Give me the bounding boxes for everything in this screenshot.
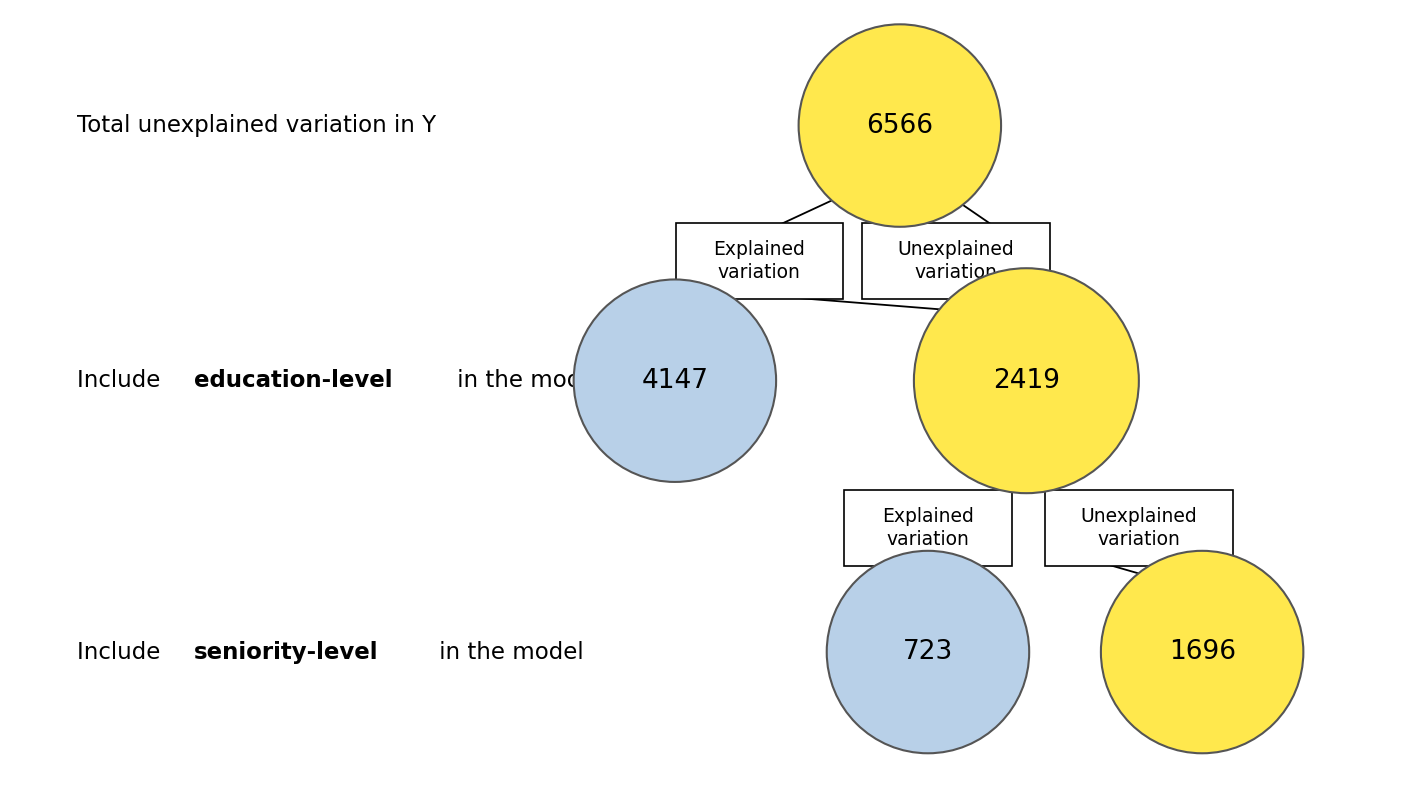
Text: in the model: in the model	[450, 369, 602, 392]
FancyBboxPatch shape	[862, 223, 1050, 299]
Ellipse shape	[574, 279, 776, 482]
Text: Explained
variation: Explained variation	[713, 240, 806, 282]
Ellipse shape	[827, 551, 1029, 753]
Text: Unexplained
variation: Unexplained variation	[897, 240, 1015, 282]
Text: Total unexplained variation in Y: Total unexplained variation in Y	[77, 114, 436, 137]
Text: Unexplained
variation: Unexplained variation	[1080, 507, 1198, 549]
Text: seniority-level: seniority-level	[194, 641, 378, 663]
Text: 4147: 4147	[641, 368, 709, 394]
Ellipse shape	[1101, 551, 1303, 753]
FancyBboxPatch shape	[676, 223, 844, 299]
Ellipse shape	[914, 268, 1139, 493]
FancyBboxPatch shape	[1045, 490, 1233, 566]
FancyBboxPatch shape	[844, 490, 1012, 566]
Ellipse shape	[799, 24, 1001, 227]
Text: education-level: education-level	[194, 369, 392, 392]
Text: Include: Include	[77, 641, 167, 663]
Text: 723: 723	[903, 639, 953, 665]
Text: 1696: 1696	[1168, 639, 1236, 665]
Text: in the model: in the model	[432, 641, 583, 663]
Text: Include: Include	[77, 369, 167, 392]
Text: 6566: 6566	[866, 113, 934, 139]
Text: 2419: 2419	[993, 368, 1060, 394]
Text: Explained
variation: Explained variation	[882, 507, 974, 549]
